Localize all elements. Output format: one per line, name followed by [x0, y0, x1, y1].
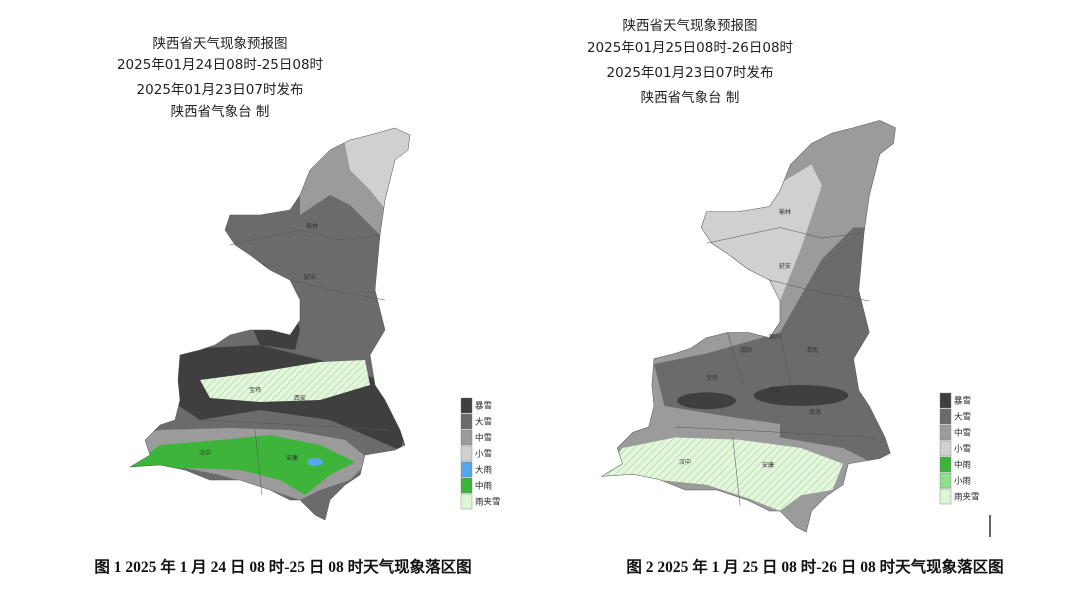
map-1 [129, 127, 411, 521]
legend-swatch [460, 445, 473, 462]
legend-swatch [460, 461, 473, 478]
legend-label: 大雪 [954, 412, 971, 423]
legend-swatch [460, 397, 473, 414]
place-label: 延安 [779, 262, 791, 270]
title-line: 陕西省气象台 制 [171, 104, 270, 120]
legend-label: 大雪 [475, 417, 492, 428]
legend-swatch [939, 424, 952, 441]
legend-swatch [939, 456, 952, 473]
place-label: 安康 [286, 454, 298, 462]
title-line: 2025年01月23日07时发布 [137, 82, 304, 98]
legend-label: 大雨 [475, 465, 493, 476]
legend-label: 中雪 [954, 428, 971, 439]
place-label: 商洛 [809, 408, 821, 416]
place-label: 西安 [294, 394, 306, 402]
legend-label: 中雪 [475, 433, 492, 444]
place-label: 榆林 [306, 222, 318, 230]
place-label: 宝鸡 [706, 374, 718, 382]
legend-swatch [939, 440, 952, 457]
title-line: 陕西省气象台 制 [641, 90, 740, 106]
title-line: 陕西省天气现象预报图 [623, 18, 758, 34]
caption: 图 2 2025 年 1 月 25 日 08 时-26 日 08 时天气现象落区… [626, 557, 1003, 576]
legend-swatch [460, 429, 473, 446]
map-2 [600, 119, 897, 533]
legend-label: 雨夹雪 [475, 497, 501, 508]
legend-swatch [460, 477, 473, 494]
place-label: 渭南 [806, 346, 818, 354]
legend-label: 雨夹雪 [954, 492, 980, 503]
title-line: 2025年01月23日07时发布 [607, 65, 774, 81]
title-line: 2025年01月25日08时-26日08时 [587, 40, 793, 56]
legend-label: 中雨 [954, 460, 972, 471]
place-label: 汉中 [199, 449, 211, 457]
legend-label: 小雪 [954, 444, 971, 455]
legend-swatch [460, 493, 473, 510]
place-label: 西安 [769, 386, 781, 394]
legend-label: 中雨 [475, 481, 493, 492]
place-label: 榆林 [779, 208, 791, 216]
legend-label: 暴雪 [475, 402, 492, 412]
legend-label: 小雨 [954, 476, 972, 487]
place-label: 汉中 [679, 458, 691, 466]
legend-swatch [939, 392, 952, 409]
legend-swatch [939, 408, 952, 425]
title-line: 陕西省天气现象预报图 [153, 36, 288, 52]
place-label: 安康 [762, 461, 774, 469]
title-line: 2025年01月24日08时-25日08时 [117, 57, 323, 73]
place-label: 延安 [304, 273, 316, 281]
legend-swatch [460, 413, 473, 430]
legend-swatch [939, 488, 952, 505]
place-label: 宝鸡 [249, 386, 261, 394]
place-label: 咸阳 [740, 346, 752, 354]
legend-label: 暴雪 [954, 397, 971, 407]
legend-swatch [939, 472, 952, 489]
legend-label: 小雪 [475, 449, 492, 460]
caption: 图 1 2025 年 1 月 24 日 08 时-25 日 08 时天气现象落区… [94, 557, 471, 576]
place-label: 铜川 [769, 333, 781, 341]
